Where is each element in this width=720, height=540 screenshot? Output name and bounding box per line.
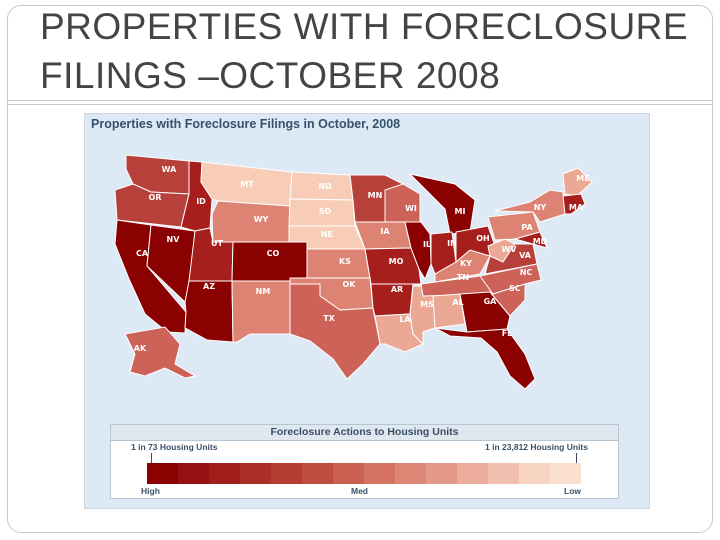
state-nc — [479, 263, 542, 295]
state-label-id: ID — [196, 197, 206, 206]
state-label-md: MD — [533, 237, 548, 246]
legend-swatch-3 — [209, 463, 240, 484]
legend-swatch-11 — [457, 463, 488, 484]
state-co — [231, 241, 308, 283]
state-label-ga: GA — [484, 297, 498, 306]
state-label-nv: NV — [167, 235, 181, 244]
state-fl — [434, 327, 536, 390]
us-map: WA OR CA NV ID UT AZ MT WY CO NM ND SD NE KS OK TX MN IA MO… — [114, 154, 593, 390]
state-label-mo: MO — [389, 257, 404, 266]
slide-title: PROPERTIES WITH FORECLOSURE FILINGS –OCT… — [40, 2, 689, 100]
state-label-va: VA — [519, 251, 532, 260]
slide-title-line-1: PROPERTIES WITH FORECLOSURE — [40, 6, 689, 47]
legend-swatch-7 — [333, 463, 364, 484]
legend-swatch-2 — [178, 463, 209, 484]
legend-right-text: 1 in 23,812 Housing Units — [485, 442, 588, 452]
state-label-nm: NM — [256, 287, 271, 296]
state-label-ne: NE — [321, 230, 333, 239]
state-label-wa: WA — [162, 165, 177, 174]
state-label-wi: WI — [405, 204, 417, 213]
legend-swatch-5 — [271, 463, 302, 484]
legend-swatch-14 — [550, 463, 581, 484]
foreclosure-map: WA OR CA NV ID UT AZ MT WY CO NM ND SD NE KS OK TX MN IA MO… — [84, 113, 650, 509]
legend-swatch-4 — [240, 463, 271, 484]
state-il — [404, 221, 432, 281]
title-divider-top — [7, 100, 713, 101]
slide-title-line-2: FILINGS –OCTOBER 2008 — [40, 55, 501, 96]
state-label-az: AZ — [203, 282, 215, 291]
state-tx — [289, 283, 381, 380]
legend-color-scale — [147, 463, 581, 484]
state-label-or: OR — [149, 193, 162, 202]
state-label-ut: UT — [211, 239, 223, 248]
legend-left-tick — [151, 453, 152, 463]
slide-frame — [7, 5, 713, 533]
legend-swatch-13 — [519, 463, 550, 484]
legend-right-tick — [576, 453, 577, 463]
legend-swatch-8 — [364, 463, 395, 484]
legend-swatch-12 — [488, 463, 519, 484]
legend-high-label: High — [141, 486, 160, 496]
legend-med-label: Med — [351, 486, 368, 496]
legend-swatch-1 — [147, 463, 178, 484]
state-label-mt: MT — [240, 180, 254, 189]
state-label-ok: OK — [343, 280, 357, 289]
state-ak — [124, 326, 197, 379]
state-label-ia: IA — [380, 227, 390, 236]
state-label-il: IL — [423, 240, 431, 249]
title-divider-bottom — [7, 104, 713, 105]
state-label-wy: WY — [254, 215, 269, 224]
state-wy — [211, 200, 291, 243]
state-label-in: IN — [447, 239, 457, 248]
state-label-tx: TX — [323, 314, 335, 323]
state-me — [562, 167, 593, 197]
legend: Foreclosure Actions to Housing Units 1 i… — [110, 424, 619, 499]
state-label-ma: MA — [569, 203, 584, 212]
state-label-mi: MI — [455, 207, 466, 216]
state-label-ny: NY — [534, 203, 547, 212]
legend-left-text: 1 in 73 Housing Units — [131, 442, 218, 452]
state-label-co: CO — [267, 249, 280, 258]
legend-swatch-6 — [302, 463, 333, 484]
state-label-fl: FL — [502, 329, 513, 338]
state-label-tn: TN — [457, 273, 469, 282]
state-al — [432, 293, 466, 329]
state-label-mn: MN — [368, 191, 383, 200]
state-label-sc: SC — [509, 284, 521, 293]
legend-low-label: Low — [564, 486, 581, 496]
state-label-nc: NC — [520, 268, 533, 277]
state-label-la: LA — [399, 315, 411, 324]
state-sc — [489, 283, 526, 317]
state-label-pa: PA — [521, 223, 533, 232]
legend-swatch-9 — [395, 463, 426, 484]
state-label-ky: KY — [460, 259, 472, 268]
state-ga — [459, 291, 511, 333]
state-ma — [562, 193, 586, 215]
state-label-ks: KS — [339, 257, 351, 266]
state-label-al: AL — [452, 298, 463, 307]
state-label-sd: SD — [319, 207, 332, 216]
state-ms — [409, 285, 436, 346]
state-label-nd: ND — [318, 182, 332, 191]
state-label-ar: AR — [391, 285, 403, 294]
state-wi — [384, 183, 421, 223]
state-label-wv: WV — [501, 245, 517, 254]
state-label-ak: AK — [134, 344, 147, 353]
map-title: Properties with Foreclosure Filings in O… — [91, 117, 401, 131]
legend-swatch-10 — [426, 463, 457, 484]
state-label-ms: MS — [420, 300, 434, 309]
state-label-oh: OH — [476, 234, 490, 243]
state-label-ca: CA — [136, 249, 149, 258]
state-md — [513, 231, 548, 249]
legend-title: Foreclosure Actions to Housing Units — [111, 425, 618, 441]
state-label-me: ME — [576, 174, 589, 183]
